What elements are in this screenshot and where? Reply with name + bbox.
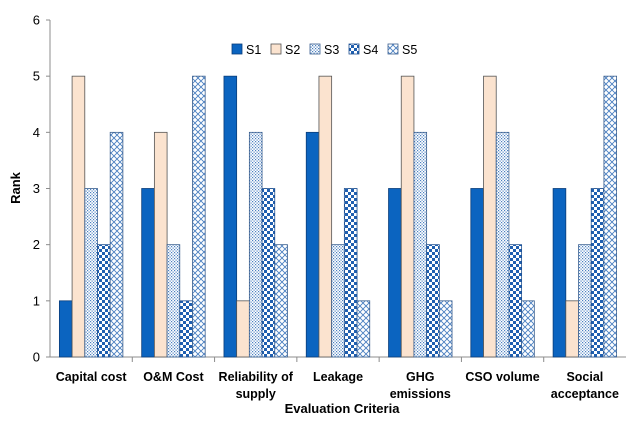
- x-category-label: emissions: [390, 387, 451, 401]
- bar-s5: [521, 300, 535, 358]
- bar-s3: [248, 131, 263, 358]
- bar-s1: [388, 188, 402, 358]
- bar-s2: [565, 300, 579, 358]
- bar-s2: [236, 300, 250, 358]
- plot-area: 0 1 2 3 4 5 6 Capital cost O&M Cost Reliability o…: [33, 13, 626, 401]
- bar-s1: [58, 300, 73, 358]
- bar-s2: [71, 75, 86, 358]
- bar-s3: [84, 188, 98, 358]
- x-category-label: acceptance: [551, 387, 619, 401]
- y-axis-title: Rank: [8, 171, 23, 204]
- bar-s1: [552, 188, 567, 358]
- bar-s2: [483, 75, 497, 358]
- bar-s3: [166, 244, 181, 358]
- y-tick-label: 1: [33, 293, 40, 308]
- x-category-label: O&M Cost: [143, 370, 204, 384]
- x-category-label: Leakage: [313, 370, 363, 384]
- bar-s4: [261, 188, 276, 358]
- bar-s3: [578, 244, 592, 358]
- y-tick-label: 3: [33, 181, 40, 196]
- bar-s5: [192, 75, 206, 358]
- bar-s4: [97, 244, 111, 358]
- legend-swatch-s3: [309, 43, 321, 55]
- bar-s5: [274, 244, 288, 358]
- bar-s5: [438, 300, 453, 358]
- legend-swatch-s5: [387, 43, 399, 55]
- bar-s2: [400, 75, 415, 358]
- bar-s3: [495, 131, 510, 358]
- bar-s1: [470, 188, 484, 358]
- legend-label-s3: S3: [324, 43, 339, 57]
- bar-s5: [603, 75, 618, 358]
- bar-s1: [305, 131, 320, 358]
- bar-s3: [413, 131, 428, 358]
- x-category-label: GHG: [406, 370, 434, 384]
- x-category-label: Social: [566, 370, 603, 384]
- y-tick-label: 5: [33, 69, 40, 84]
- legend: S1 S2 S3 S4 S5: [231, 43, 417, 57]
- legend-label-s4: S4: [363, 43, 378, 57]
- legend-swatch-s4: [348, 43, 360, 55]
- y-tick-label: 0: [33, 350, 40, 365]
- legend-swatch-s2: [270, 43, 282, 55]
- bar-s5: [356, 300, 371, 358]
- x-category-label: CSO volume: [465, 370, 539, 384]
- bar-s4: [426, 244, 440, 358]
- bar-s3: [331, 244, 345, 358]
- y-tick-label: 4: [33, 125, 40, 140]
- bar-s4: [179, 300, 193, 358]
- x-category-label: supply: [236, 387, 276, 401]
- bar-s4: [508, 244, 523, 358]
- bar-s4: [590, 188, 605, 358]
- x-axis-title: Evaluation Criteria: [285, 401, 401, 416]
- bar-s1: [223, 75, 238, 358]
- x-category-label: Capital cost: [56, 370, 128, 384]
- bar-s5: [109, 131, 124, 358]
- bar-s2: [153, 131, 168, 358]
- bar-s4: [343, 188, 358, 358]
- bar-s1: [141, 188, 155, 358]
- legend-label-s2: S2: [285, 43, 300, 57]
- y-tick-label: 2: [33, 237, 40, 252]
- bar-s2: [318, 75, 333, 358]
- x-category-label: Reliability of: [219, 370, 294, 384]
- legend-swatch-s1: [231, 43, 243, 55]
- y-tick-label: 6: [33, 13, 40, 28]
- legend-label-s1: S1: [246, 43, 261, 57]
- legend-label-s5: S5: [402, 43, 417, 57]
